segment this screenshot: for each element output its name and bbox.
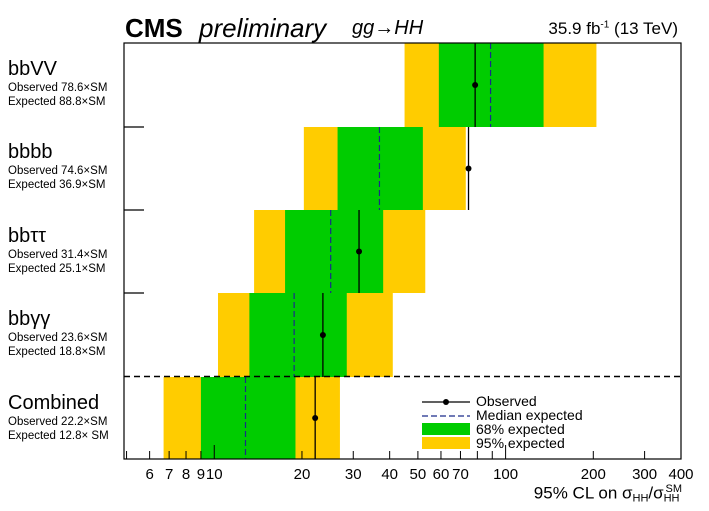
- process-label: gg→HH: [352, 17, 424, 39]
- observed-point-bb: [319, 332, 326, 338]
- observed-point-combined: [312, 415, 319, 421]
- band68-bb: [249, 293, 347, 377]
- x-tick-label-7: 7: [165, 466, 173, 483]
- x-tick-label-60: 60: [433, 466, 450, 483]
- band68-combined: [200, 377, 296, 459]
- band68-bbbb: [337, 127, 423, 210]
- channel-observed-combined: Observed 22.2×SM: [8, 416, 108, 428]
- x-tick-label-50: 50: [410, 466, 427, 483]
- x-tick-label-9: 9: [197, 466, 205, 483]
- status-label: preliminary: [199, 13, 327, 43]
- legend-median-label: Median expected: [476, 407, 583, 423]
- legend-68-swatch: [422, 423, 470, 435]
- experiment-label: CMS: [125, 13, 183, 43]
- legend-68-label: 68% expected: [476, 421, 565, 437]
- channel-name-bbgammagamma: bbγγ: [8, 308, 51, 330]
- x-tick-label-10: 10: [206, 466, 223, 483]
- channel-name-bbbb: bbbb: [8, 141, 53, 163]
- luminosity-label: 35.9 fb-1 (13 TeV): [548, 19, 678, 38]
- limit-lines: [244, 43, 492, 459]
- channel-expected-bbtautau: Expected 25.1×SM: [8, 263, 106, 275]
- plot-frame: [123, 42, 682, 460]
- band68-bb: [285, 210, 384, 293]
- x-tick-label-100: 100: [493, 466, 518, 483]
- channel-name-bbtautau: bbττ: [8, 225, 47, 247]
- x-tick-label-200: 200: [581, 466, 606, 483]
- legend-95-label: 95% expected: [476, 435, 565, 451]
- channel-observed-bbgammagamma: Observed 23.6×SM: [8, 332, 108, 344]
- legend-observed-point: [443, 399, 449, 405]
- limit-bands: [163, 43, 597, 459]
- channel-name-combined: Combined: [8, 392, 100, 414]
- channel-expected-combined: Expected 12.8× SM: [8, 430, 109, 442]
- x-axis-ticks: 6 7 8 9 10 20 30 40 50 60 70 100 200 300 400: [126, 445, 694, 483]
- channel-observed-bbvv: Observed 78.6×SM: [8, 82, 108, 94]
- x-tick-label-8: 8: [182, 466, 190, 483]
- channel-name-bbvv: bbVV: [8, 58, 57, 80]
- x-axis-title: 95% CL on σHH/σHHSM: [533, 483, 682, 505]
- x-tick-label-70: 70: [452, 466, 469, 483]
- legend-95-swatch: [422, 437, 470, 449]
- x-tick-label-300: 300: [632, 466, 657, 483]
- x-tick-label-40: 40: [381, 466, 398, 483]
- legend: [422, 399, 470, 449]
- x-tick-label-30: 30: [345, 466, 362, 483]
- channel-expected-bbvv: Expected 88.8×SM: [8, 96, 106, 108]
- channel-expected-bbgammagamma: Expected 18.8×SM: [8, 346, 106, 358]
- channel-observed-bbbb: Observed 74.6×SM: [8, 165, 108, 177]
- legend-observed-label: Observed: [476, 393, 537, 409]
- band68-bbvv: [438, 43, 544, 127]
- x-tick-label-400: 400: [668, 466, 693, 483]
- observed-point-bbbb: [465, 165, 472, 172]
- x-tick-label-20: 20: [294, 466, 311, 483]
- channel-observed-bbtautau: Observed 31.4×SM: [8, 249, 108, 261]
- channel-dividers: [124, 126, 144, 294]
- observed-point-bb: [356, 248, 363, 255]
- observed-point-bbvv: [472, 82, 479, 88]
- x-tick-label-6: 6: [145, 466, 153, 483]
- channel-expected-bbbb: Expected 36.9×SM: [8, 179, 106, 191]
